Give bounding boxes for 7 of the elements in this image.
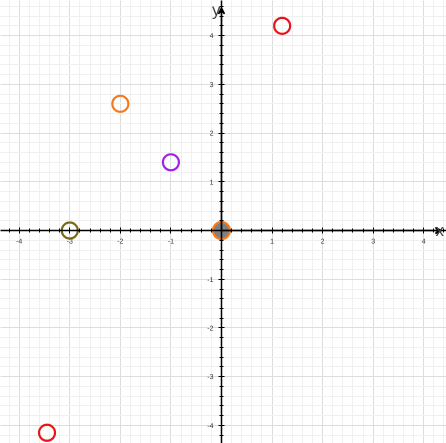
point (38, 424, 56, 442)
point (162, 153, 180, 172)
point (111, 94, 130, 113)
point (60, 221, 79, 240)
point (273, 16, 292, 35)
y-axis-title: y (212, 0, 221, 20)
x-axis-title: x (435, 221, 444, 240)
